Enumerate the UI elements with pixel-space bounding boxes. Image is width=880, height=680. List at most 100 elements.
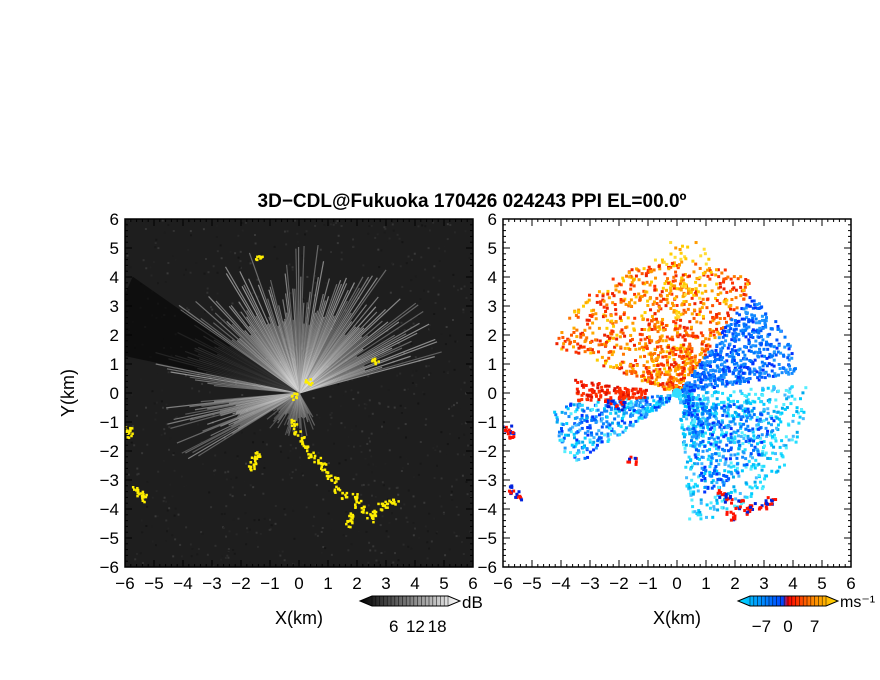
velocity-pixel [748,414,752,418]
velocity-pixel [713,382,717,386]
highlight-pixel [250,468,253,472]
velocity-pixel [699,385,703,389]
velocity-pixel [663,373,667,377]
velocity-pixel [731,475,735,479]
velocity-pixel [609,398,613,402]
velocity-pixel [650,395,654,399]
velocity-pixel [711,304,715,308]
velocity-pixel [647,335,651,339]
velocity-pixel [693,431,697,435]
velocity-pixel [699,321,703,325]
velocity-pixel [612,336,616,340]
velocity-pixel [691,430,695,434]
velocity-pixel [740,469,744,473]
velocity-pixel [739,425,743,429]
velocity-pixel [624,394,628,398]
highlight-pixel [136,488,140,492]
velocity-pixel [690,349,694,353]
velocity-pixel [673,361,677,365]
velocity-pixel [560,440,564,444]
velocity-pixel [742,437,746,441]
velocity-pixel [696,406,700,410]
velocity-pixel [563,446,567,450]
velocity-pixel [658,397,662,401]
velocity-pixel [631,424,635,428]
noise-pixel [224,323,227,326]
velocity-pixel [672,385,676,389]
velocity-pixel [577,399,581,403]
velocity-pixel [749,452,753,456]
velocity-pixel [694,293,698,297]
velocity-pixel [577,441,581,445]
velocity-pixel [696,417,700,421]
velocity-pixel [738,379,742,383]
velocity-pixel [726,329,730,333]
velocity-pixel [579,344,583,348]
noise-pixel [156,282,159,285]
velocity-pixel [798,397,802,401]
velocity-pixel [621,352,625,356]
noise-pixel [245,462,248,465]
velocity-pixel [681,273,685,277]
velocity-pixel [757,419,761,423]
velocity-pixel [716,268,720,272]
velocity-pixel [676,264,680,268]
noise-pixel [260,252,263,255]
velocity-pixel [770,443,774,447]
velocity-pixel [555,420,559,424]
velocity-pixel [674,270,678,274]
noise-pixel [436,445,439,448]
velocity-pixel [747,325,751,329]
velocity-pixel [729,277,733,281]
velocity-pixel [708,470,712,474]
velocity-pixel [745,394,749,398]
velocity-pixel [620,366,624,370]
velocity-pixel [738,370,742,374]
highlight-pixel [309,453,313,456]
noise-pixel [255,531,258,534]
noise-pixel [204,310,207,313]
noise-pixel [315,279,318,282]
highlight-pixel [141,490,145,494]
noise-pixel [283,559,286,562]
velocity-pixel [561,335,565,339]
highlight-pixel [304,378,308,382]
velocity-pixel [620,360,624,364]
velocity-pixel [748,437,752,441]
velocity-pixel [717,447,721,451]
velocity-pixel [706,485,710,489]
velocity-pixel [656,370,660,374]
velocity-pixel [601,315,605,319]
highlight-pixel [290,418,293,422]
velocity-pixel [733,319,737,323]
noise-pixel [360,450,363,453]
velocity-pixel [640,390,644,394]
velocity-pixel [754,344,758,348]
velocity-pixel [590,407,594,411]
velocity-pixel [709,351,713,355]
velocity-pixel [753,445,757,449]
velocity-pixel [734,381,738,385]
velocity-pixel [595,300,599,304]
velocity-pixel [666,394,670,398]
velocity-pixel [701,385,705,389]
noise-pixel [374,236,377,239]
velocity-pixel [666,343,670,347]
noise-pixel [365,403,368,406]
noise-pixel [355,320,358,323]
noise-pixel [387,498,390,501]
velocity-pixel [801,391,805,395]
right-xtick-label: −5 [522,574,541,593]
velocity-pixel [704,515,708,519]
noise-pixel [210,306,213,309]
noise-pixel [373,519,376,522]
noise-pixel [379,524,382,527]
noise-pixel [293,537,296,540]
velocity-pixel [689,406,693,410]
velocity-pixel [650,327,654,331]
velocity-pixel [734,331,738,335]
velocity-pixel [630,281,634,285]
highlight-pixel [317,460,320,463]
velocity-pixel [683,373,687,377]
velocity-pixel [606,318,610,322]
